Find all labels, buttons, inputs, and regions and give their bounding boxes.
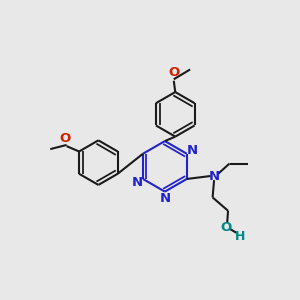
Text: O: O	[220, 220, 231, 234]
Text: H: H	[236, 230, 246, 243]
Text: N: N	[187, 144, 198, 157]
Text: O: O	[59, 132, 71, 145]
Text: N: N	[132, 176, 143, 189]
Text: N: N	[208, 169, 220, 182]
Text: N: N	[159, 192, 170, 205]
Text: O: O	[168, 66, 179, 79]
